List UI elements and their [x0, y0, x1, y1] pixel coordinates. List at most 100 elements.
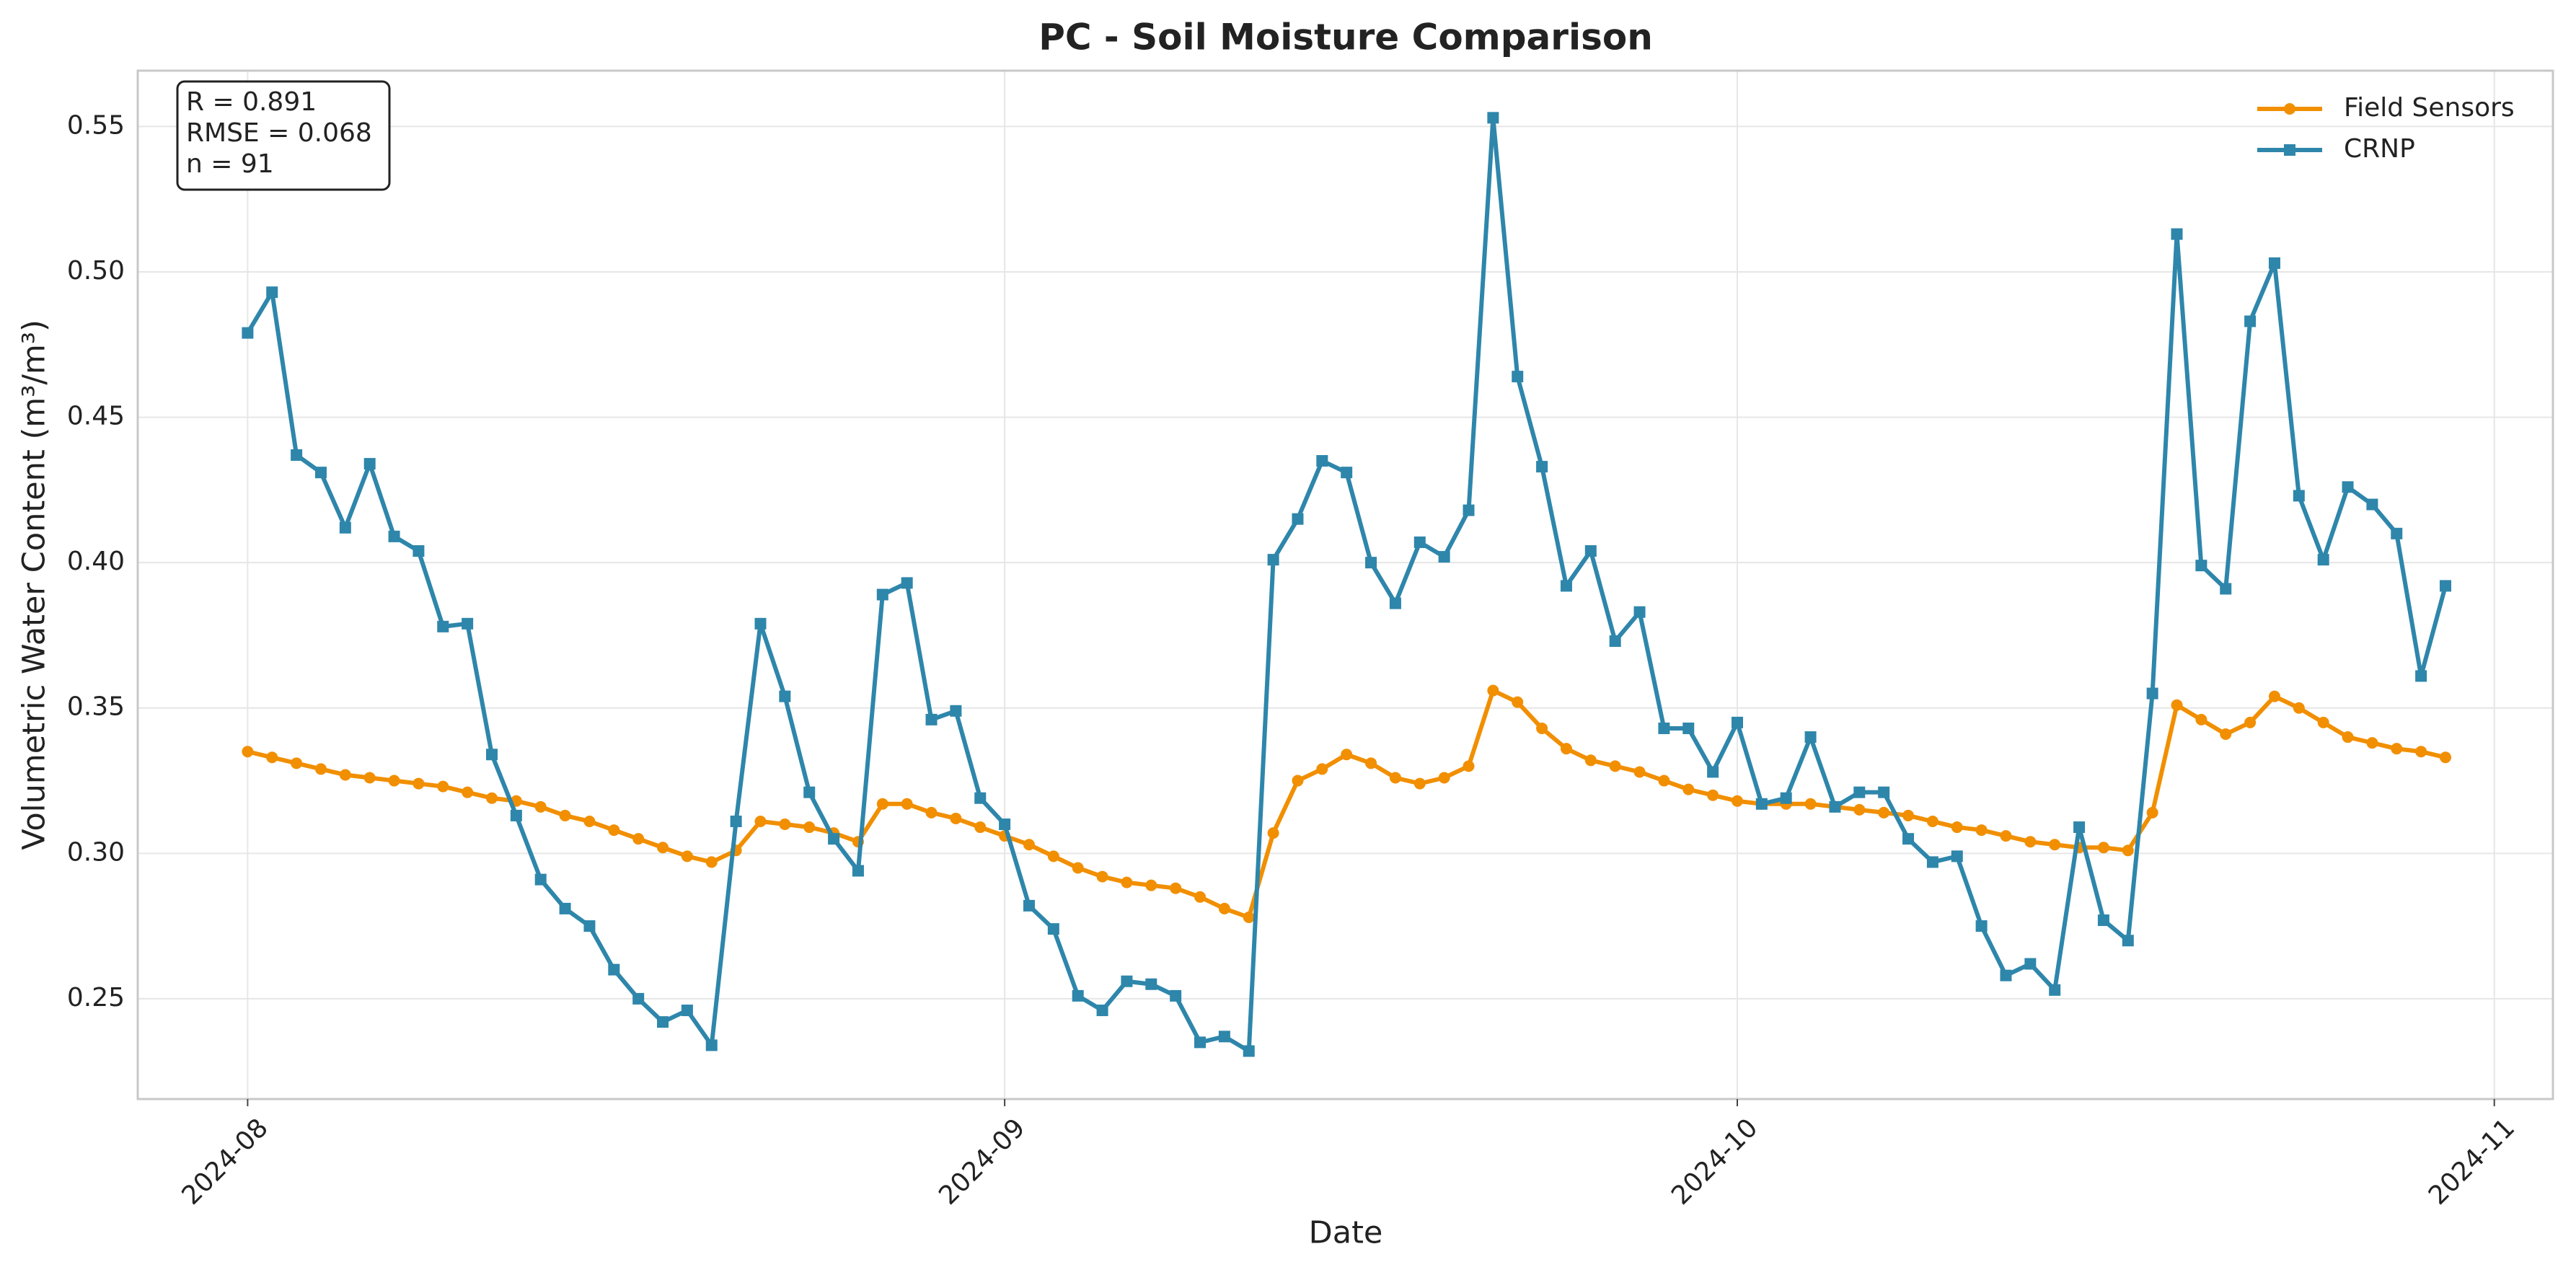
data-point [534, 873, 547, 886]
data-point [876, 798, 888, 810]
data-point [1218, 1031, 1230, 1043]
data-point [1609, 760, 1621, 772]
data-point [828, 833, 840, 845]
plot-frame [136, 69, 2554, 1100]
data-point [1413, 536, 1426, 548]
data-point [2097, 914, 2109, 927]
data-point [2293, 490, 2305, 502]
data-point [925, 713, 938, 725]
data-point [559, 809, 571, 821]
data-point [2220, 728, 2232, 741]
data-point [1609, 635, 1621, 648]
y-tick-label: 0.45 [67, 402, 125, 431]
data-point [1755, 798, 1768, 810]
data-point [2342, 731, 2354, 744]
data-point [1926, 856, 1938, 868]
data-point [1780, 792, 1792, 804]
data-point [1365, 557, 1377, 569]
data-point [876, 588, 888, 601]
data-point [681, 1005, 693, 1017]
data-point [1194, 891, 1207, 903]
data-point [950, 705, 962, 717]
data-point [413, 777, 425, 790]
data-point [1560, 743, 1572, 755]
stats-frame [176, 80, 391, 191]
x-axis-label: Date [1309, 1215, 1383, 1251]
data-point [2122, 935, 2134, 947]
data-point [1975, 920, 1988, 932]
data-point [1389, 772, 1401, 784]
data-point [437, 780, 449, 793]
data-point [974, 792, 987, 804]
data-point [1804, 798, 1817, 810]
data-point [974, 821, 987, 834]
data-point [1096, 1005, 1108, 1017]
data-point [1707, 789, 1719, 801]
stats-text: n = 91 [186, 149, 274, 179]
data-point [1926, 815, 1938, 827]
data-point [291, 757, 303, 769]
data-point [2268, 690, 2280, 702]
data-point [339, 769, 351, 781]
y-tick-label: 0.35 [67, 692, 125, 722]
data-point [754, 815, 767, 827]
data-point [681, 850, 693, 862]
data-point [1218, 902, 1230, 914]
data-point [1316, 763, 1328, 775]
data-point [1292, 513, 1304, 525]
data-point [1243, 1045, 1255, 1057]
data-point [1341, 749, 1353, 761]
data-point [2122, 844, 2134, 857]
data-point [534, 800, 547, 813]
data-point [1170, 882, 1182, 894]
data-point [1902, 809, 1915, 821]
y-tick-label: 0.25 [67, 983, 125, 1012]
data-point [657, 842, 669, 854]
data-point [1512, 696, 1524, 708]
data-point [2342, 481, 2354, 493]
stats-text: RMSE = 0.068 [186, 118, 372, 148]
data-point [486, 792, 498, 804]
data-point [1389, 597, 1401, 609]
data-point [314, 763, 327, 775]
data-point [2415, 746, 2427, 758]
data-point [486, 749, 498, 761]
data-point [2049, 984, 2061, 996]
data-point [1316, 455, 1328, 467]
y-axis-label: Volumetric Water Content (m³/m³) [17, 319, 53, 850]
y-tick-label: 0.40 [67, 547, 125, 576]
data-point [2440, 751, 2452, 764]
data-point [901, 577, 913, 589]
data-point [1267, 554, 1279, 566]
data-point [2146, 806, 2158, 819]
data-point [388, 775, 400, 787]
data-point [1047, 923, 1059, 935]
data-point [437, 620, 449, 632]
data-point [1731, 795, 1743, 807]
data-point [462, 617, 474, 630]
chart-title: PC - Soil Moisture Comparison [1038, 17, 1653, 58]
y-tick-label: 0.55 [67, 110, 125, 140]
data-point [1463, 504, 1475, 516]
data-point [754, 617, 767, 630]
data-point [1243, 912, 1255, 924]
data-point [999, 819, 1011, 831]
data-point [925, 806, 938, 819]
data-point [2195, 713, 2207, 725]
data-point [2391, 527, 2403, 539]
data-point [2195, 560, 2207, 572]
data-point [1023, 899, 1035, 912]
data-point [1633, 766, 1646, 778]
data-point [2024, 958, 2037, 970]
data-point [339, 521, 351, 534]
data-point [583, 920, 596, 932]
legend-label: Field Sensors [2344, 93, 2515, 123]
data-point [1853, 803, 1866, 816]
data-point [632, 992, 645, 1005]
data-point [2317, 716, 2329, 728]
data-point [1023, 839, 1035, 851]
data-point [2440, 580, 2452, 592]
data-point [1682, 722, 1695, 734]
data-point [2049, 839, 2061, 851]
